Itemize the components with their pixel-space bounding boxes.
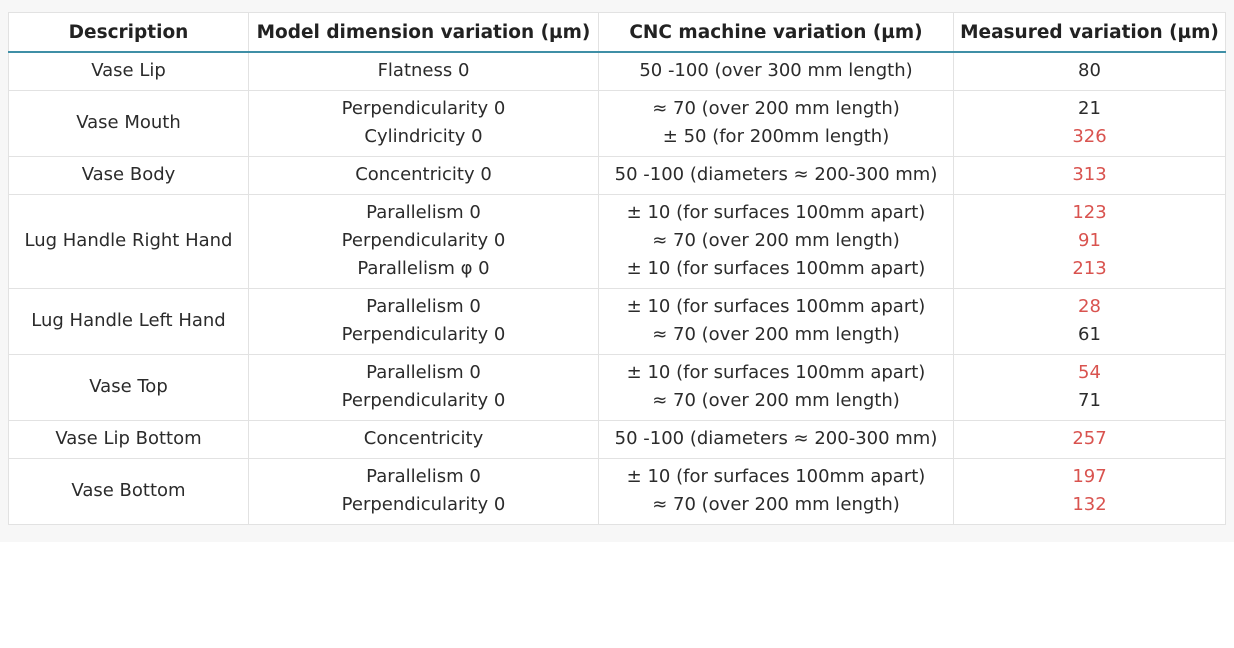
header-measured-variation: Measured variation (µm) xyxy=(953,12,1226,53)
measured-value: 71 xyxy=(1078,390,1101,411)
cell-cnc-variation: ± 10 (for surfaces 100mm apart) ≈ 70 (ove… xyxy=(598,457,954,525)
cell-model-variation: Concentricity xyxy=(248,419,599,459)
tolerance-table: Description Model dimension variation (µ… xyxy=(8,12,1226,525)
header-model-variation: Model dimension variation (µm) xyxy=(248,12,599,53)
model-variation-line: Flatness 0 xyxy=(377,60,470,82)
model-variation-line: Parallelism 0 xyxy=(366,362,481,383)
model-variation-line: Perpendicularity 0 xyxy=(341,98,506,119)
table-row: Vase Body Concentricity 0 50 -100 (diamete… xyxy=(8,155,1226,195)
cell-measured-variation: 54 71 xyxy=(953,353,1226,421)
cell-cnc-variation: ± 10 (for surfaces 100mm apart) ≈ 70 (ove… xyxy=(598,353,954,421)
cell-model-variation: Parallelism 0 Perpendicularity 0 xyxy=(248,353,599,421)
cell-cnc-variation: ± 10 (for surfaces 100mm apart) ≈ 70 (ove… xyxy=(598,193,954,289)
table-row: Vase Lip Flatness 0 50 -100 (over 300 mm l… xyxy=(8,51,1226,91)
cnc-variation-line: ± 10 (for surfaces 100mm apart) xyxy=(626,258,926,279)
table-row: Lug Handle Right Hand Parallelism 0 Perpen… xyxy=(8,193,1226,289)
measured-value-flagged: 91 xyxy=(1078,230,1101,251)
table-row: Vase Top Parallelism 0 Perpendicularity 0 ±… xyxy=(8,353,1226,421)
cell-description: Lug Handle Left Hand xyxy=(8,287,249,355)
table-row: Vase Bottom Parallelism 0 Perpendicularity… xyxy=(8,457,1226,525)
measured-value-flagged: 257 xyxy=(1072,428,1107,449)
cell-model-variation: Parallelism 0 Perpendicularity 0 Paralleli… xyxy=(248,193,599,289)
cell-cnc-variation: ± 10 (for surfaces 100mm apart) ≈ 70 (ove… xyxy=(598,287,954,355)
table-row: Lug Handle Left Hand Parallelism 0 Perpend… xyxy=(8,287,1226,355)
model-variation-line: Perpendicularity 0 xyxy=(341,324,506,345)
cnc-variation-line: ± 50 (for 200mm length) xyxy=(662,126,890,147)
table-body: Vase Lip Flatness 0 50 -100 (over 300 mm l… xyxy=(8,51,1226,525)
measured-value-flagged: 197 xyxy=(1072,466,1107,487)
cell-model-variation: Parallelism 0 Perpendicularity 0 xyxy=(248,287,599,355)
cnc-variation-line: ± 10 (for surfaces 100mm apart) xyxy=(626,296,926,317)
cell-cnc-variation: 50 -100 (over 300 mm length) xyxy=(598,51,954,91)
measured-value-flagged: 54 xyxy=(1078,362,1101,383)
cell-model-variation: Perpendicularity 0 Cylindricity 0 xyxy=(248,89,599,157)
cell-description: Lug Handle Right Hand xyxy=(8,193,249,289)
measured-value: 21 xyxy=(1078,98,1101,119)
cnc-variation-line: 50 -100 (over 300 mm length) xyxy=(639,60,913,82)
measured-value-flagged: 132 xyxy=(1072,494,1107,515)
model-variation-line: Concentricity 0 xyxy=(355,164,492,185)
cell-description: Vase Body xyxy=(8,155,249,195)
header-cnc-variation: CNC machine variation (µm) xyxy=(598,12,954,53)
table-header: Description Model dimension variation (µ… xyxy=(8,12,1226,53)
cell-description: Vase Top xyxy=(8,353,249,421)
cell-model-variation: Flatness 0 xyxy=(248,51,599,91)
cell-measured-variation: 257 xyxy=(953,419,1226,459)
model-variation-line: Parallelism 0 xyxy=(366,466,481,487)
model-variation-line: Perpendicularity 0 xyxy=(341,390,506,411)
cnc-variation-line: 50 -100 (diameters ≈ 200-300 mm) xyxy=(614,428,938,449)
model-variation-line: Parallelism φ 0 xyxy=(357,258,490,279)
cnc-variation-line: ≈ 70 (over 200 mm length) xyxy=(652,390,900,411)
cnc-variation-line: ± 10 (for surfaces 100mm apart) xyxy=(626,362,926,383)
measured-value-flagged: 28 xyxy=(1078,296,1101,317)
model-variation-line: Perpendicularity 0 xyxy=(341,230,506,251)
cell-measured-variation: 80 xyxy=(953,51,1226,91)
cnc-variation-line: ≈ 70 (over 200 mm length) xyxy=(652,230,900,251)
model-variation-line: Concentricity xyxy=(363,428,484,449)
model-variation-line: Cylindricity 0 xyxy=(364,126,483,147)
cell-cnc-variation: 50 -100 (diameters ≈ 200-300 mm) xyxy=(598,419,954,459)
cnc-variation-line: ≈ 70 (over 200 mm length) xyxy=(652,98,900,119)
cell-cnc-variation: 50 -100 (diameters ≈ 200-300 mm) xyxy=(598,155,954,195)
table-row: Vase Lip Bottom Concentricity 50 -100 (dia… xyxy=(8,419,1226,459)
measured-value-flagged: 213 xyxy=(1072,258,1107,279)
cell-description: Vase Lip Bottom xyxy=(8,419,249,459)
cnc-variation-line: ± 10 (for surfaces 100mm apart) xyxy=(626,466,926,487)
cell-measured-variation: 21 326 xyxy=(953,89,1226,157)
cell-measured-variation: 28 61 xyxy=(953,287,1226,355)
cell-measured-variation: 313 xyxy=(953,155,1226,195)
cell-model-variation: Parallelism 0 Perpendicularity 0 xyxy=(248,457,599,525)
measured-value-flagged: 123 xyxy=(1072,202,1107,223)
cell-description: Vase Mouth xyxy=(8,89,249,157)
cell-measured-variation: 123 91 213 xyxy=(953,193,1226,289)
header-description: Description xyxy=(8,12,249,53)
model-variation-line: Perpendicularity 0 xyxy=(341,494,506,515)
cell-measured-variation: 197 132 xyxy=(953,457,1226,525)
cnc-variation-line: 50 -100 (diameters ≈ 200-300 mm) xyxy=(614,164,938,185)
header-row: Description Model dimension variation (µ… xyxy=(8,12,1226,53)
cell-model-variation: Concentricity 0 xyxy=(248,155,599,195)
cell-description: Vase Bottom xyxy=(8,457,249,525)
measured-value: 80 xyxy=(1078,60,1101,82)
model-variation-line: Parallelism 0 xyxy=(366,202,481,223)
cell-description: Vase Lip xyxy=(8,51,249,91)
measured-value-flagged: 326 xyxy=(1072,126,1107,147)
measured-value: 61 xyxy=(1078,324,1101,345)
measured-value-flagged: 313 xyxy=(1072,164,1107,185)
cnc-variation-line: ≈ 70 (over 200 mm length) xyxy=(652,494,900,515)
table-row: Vase Mouth Perpendicularity 0 Cylindricity… xyxy=(8,89,1226,157)
model-variation-line: Parallelism 0 xyxy=(366,296,481,317)
cnc-variation-line: ± 10 (for surfaces 100mm apart) xyxy=(626,202,926,223)
cnc-variation-line: ≈ 70 (over 200 mm length) xyxy=(652,324,900,345)
cell-cnc-variation: ≈ 70 (over 200 mm length) ± 50 (for 200mm… xyxy=(598,89,954,157)
